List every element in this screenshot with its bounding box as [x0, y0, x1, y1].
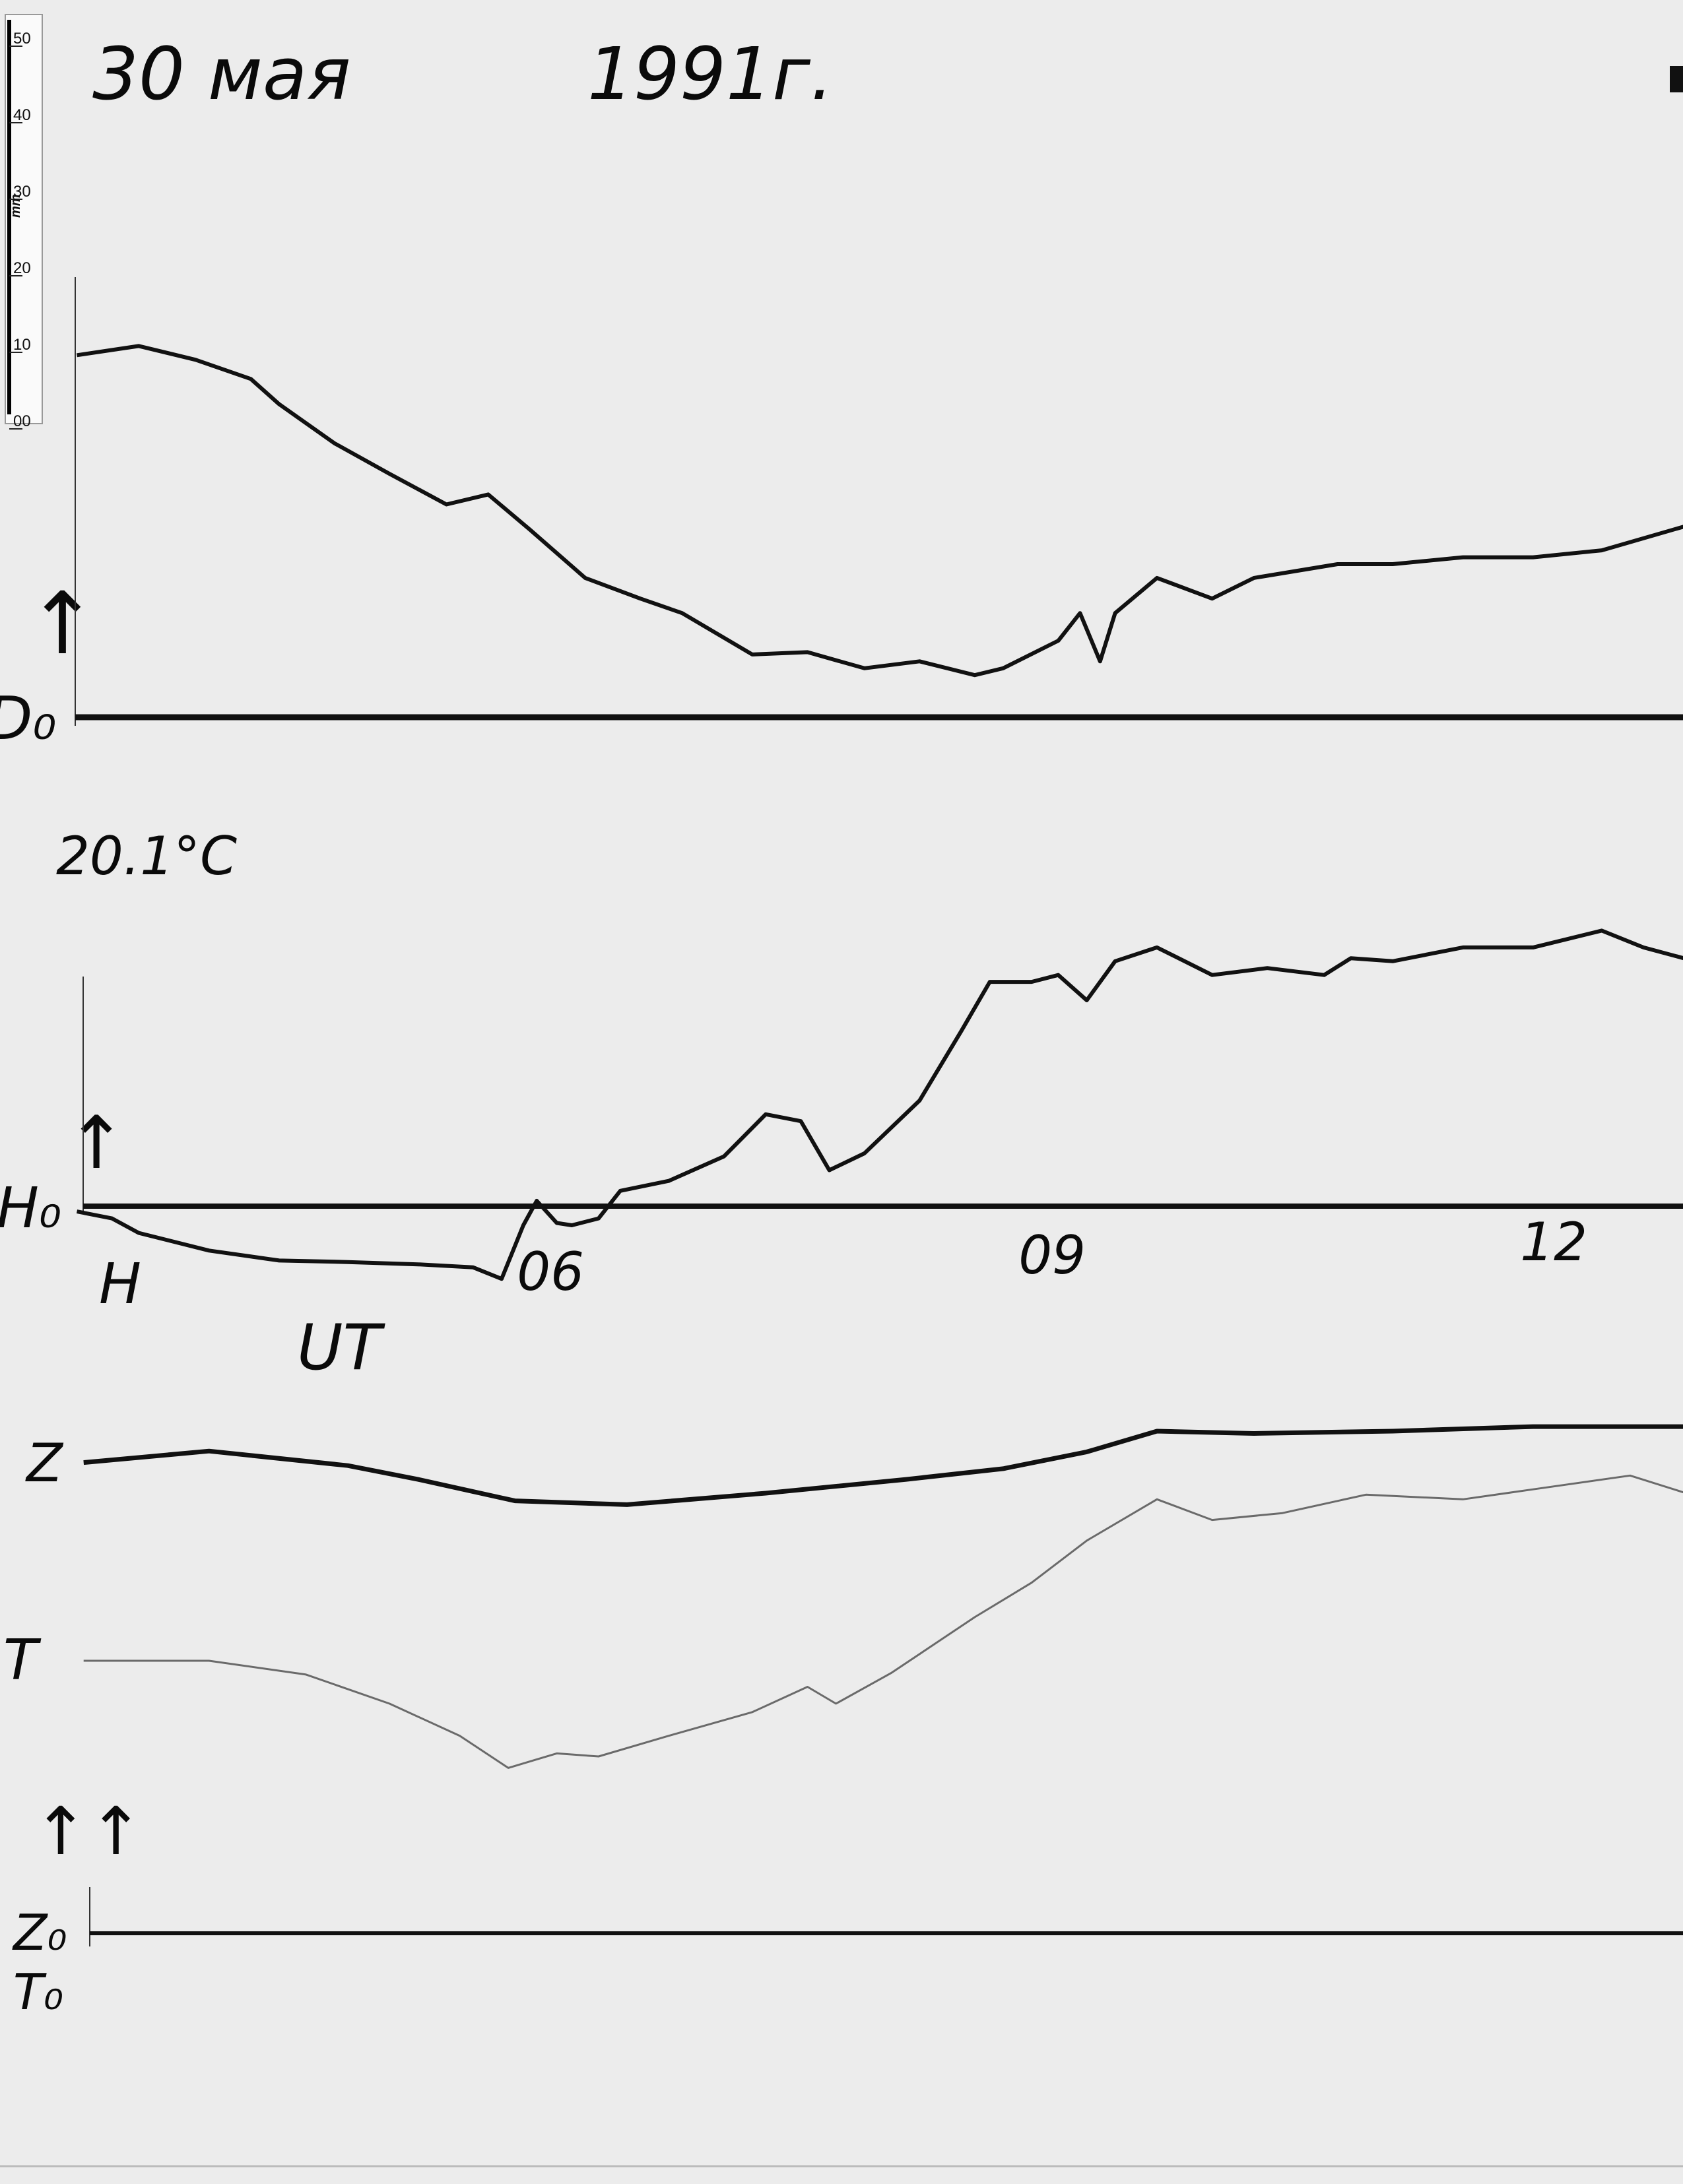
z-trace-label: Z	[25, 1432, 64, 1494]
z-baseline-label: Z₀	[12, 1904, 67, 1962]
trace-t	[83, 1474, 1683, 1769]
t-baseline-label: T₀	[13, 1963, 63, 2021]
d-arrow: ↑	[26, 573, 98, 674]
zt-arrows: ↑↑	[33, 1793, 144, 1870]
h-baseline-label: H₀	[0, 1176, 61, 1241]
trace-z	[83, 1424, 1683, 1507]
x-tick-label: 12	[1520, 1211, 1587, 1273]
trace-d	[77, 344, 1683, 678]
time-axis-label: UT	[297, 1312, 386, 1384]
h-arrow: ↑	[66, 1101, 127, 1185]
trace-h	[76, 928, 1683, 1281]
corner-mark	[1670, 66, 1683, 92]
x-tick-label: 09	[1018, 1225, 1086, 1286]
h-trace-label: H	[99, 1252, 141, 1317]
temperature-label: 20.1°C	[56, 825, 237, 887]
chart-date: 30 мая	[92, 32, 351, 116]
ruler-tick-label: 50	[13, 30, 31, 48]
ruler-tick-label: 10	[13, 336, 31, 354]
ruler-tick-label: 40	[13, 106, 31, 124]
d-baseline-label: D₀	[0, 684, 56, 754]
ruler-tick-label: 30	[13, 183, 31, 201]
mm-ruler: 50 40 30 20 10 00 mm	[5, 14, 43, 430]
ruler-tick-label: 00	[13, 412, 31, 430]
ruler-unit: mm	[9, 194, 23, 218]
ruler-tick-label: 20	[13, 259, 31, 277]
x-tick-label: 06	[517, 1241, 584, 1302]
t-trace-label: T	[3, 1628, 42, 1693]
chart-year: 1991г.	[587, 32, 834, 116]
